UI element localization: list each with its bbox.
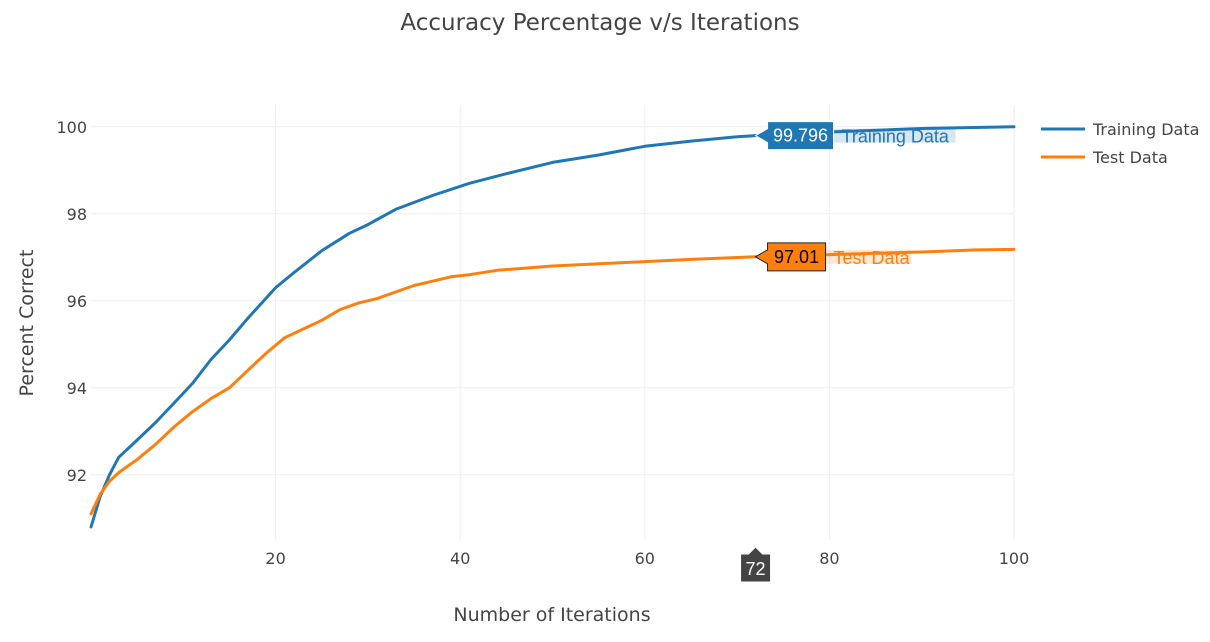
y-tick-label: 92 bbox=[67, 466, 87, 485]
hover-value-box bbox=[754, 242, 827, 272]
series-line-test[interactable] bbox=[89, 247, 1016, 516]
legend-label: Test Data bbox=[1092, 148, 1168, 167]
hover-value-label: 97.01 bbox=[774, 247, 819, 267]
series-lines bbox=[89, 125, 1016, 529]
series-line-training[interactable] bbox=[89, 125, 1016, 529]
y-tick-label: 96 bbox=[67, 292, 87, 311]
legend[interactable]: Training Data Test Data bbox=[1041, 120, 1199, 167]
x-tick-label: 60 bbox=[635, 549, 655, 568]
y-axis-title: Percent Correct bbox=[16, 250, 38, 397]
x-tick-label: 40 bbox=[450, 549, 470, 568]
legend-item-test[interactable]: Test Data bbox=[1041, 148, 1168, 167]
hover-series-name: Test Data bbox=[834, 248, 911, 268]
hover-labels: 99.796 Training Data 97.01 Test Data 72 bbox=[740, 121, 956, 583]
x-spike-box bbox=[740, 546, 772, 583]
x-tick-label: 100 bbox=[999, 549, 1030, 568]
y-tick-label: 100 bbox=[56, 118, 87, 137]
grid bbox=[91, 105, 1015, 540]
x-spike-value: 72 bbox=[746, 559, 766, 579]
y-tick-label: 98 bbox=[67, 205, 87, 224]
hover-label-training: 99.796 Training Data bbox=[754, 121, 956, 151]
tick-labels: 20 40 60 80 100 92 94 96 98 100 bbox=[56, 118, 1029, 568]
x-tick-label: 20 bbox=[265, 549, 285, 568]
chart-title: Accuracy Percentage v/s Iterations bbox=[400, 10, 799, 36]
legend-label: Training Data bbox=[1092, 120, 1199, 139]
legend-item-training[interactable]: Training Data bbox=[1041, 120, 1199, 139]
x-axis-title: Number of Iterations bbox=[453, 604, 650, 626]
hover-label-test: 97.01 Test Data bbox=[754, 242, 912, 272]
hover-name-bg bbox=[825, 249, 912, 264]
y-tick-label: 94 bbox=[67, 379, 87, 398]
hover-name-bg bbox=[833, 128, 956, 143]
x-tick-label: 80 bbox=[819, 549, 839, 568]
hover-value-label: 99.796 bbox=[773, 126, 828, 146]
hover-series-name: Training Data bbox=[842, 127, 950, 147]
hover-value-box bbox=[754, 121, 835, 151]
x-spike-label: 72 bbox=[740, 546, 772, 583]
